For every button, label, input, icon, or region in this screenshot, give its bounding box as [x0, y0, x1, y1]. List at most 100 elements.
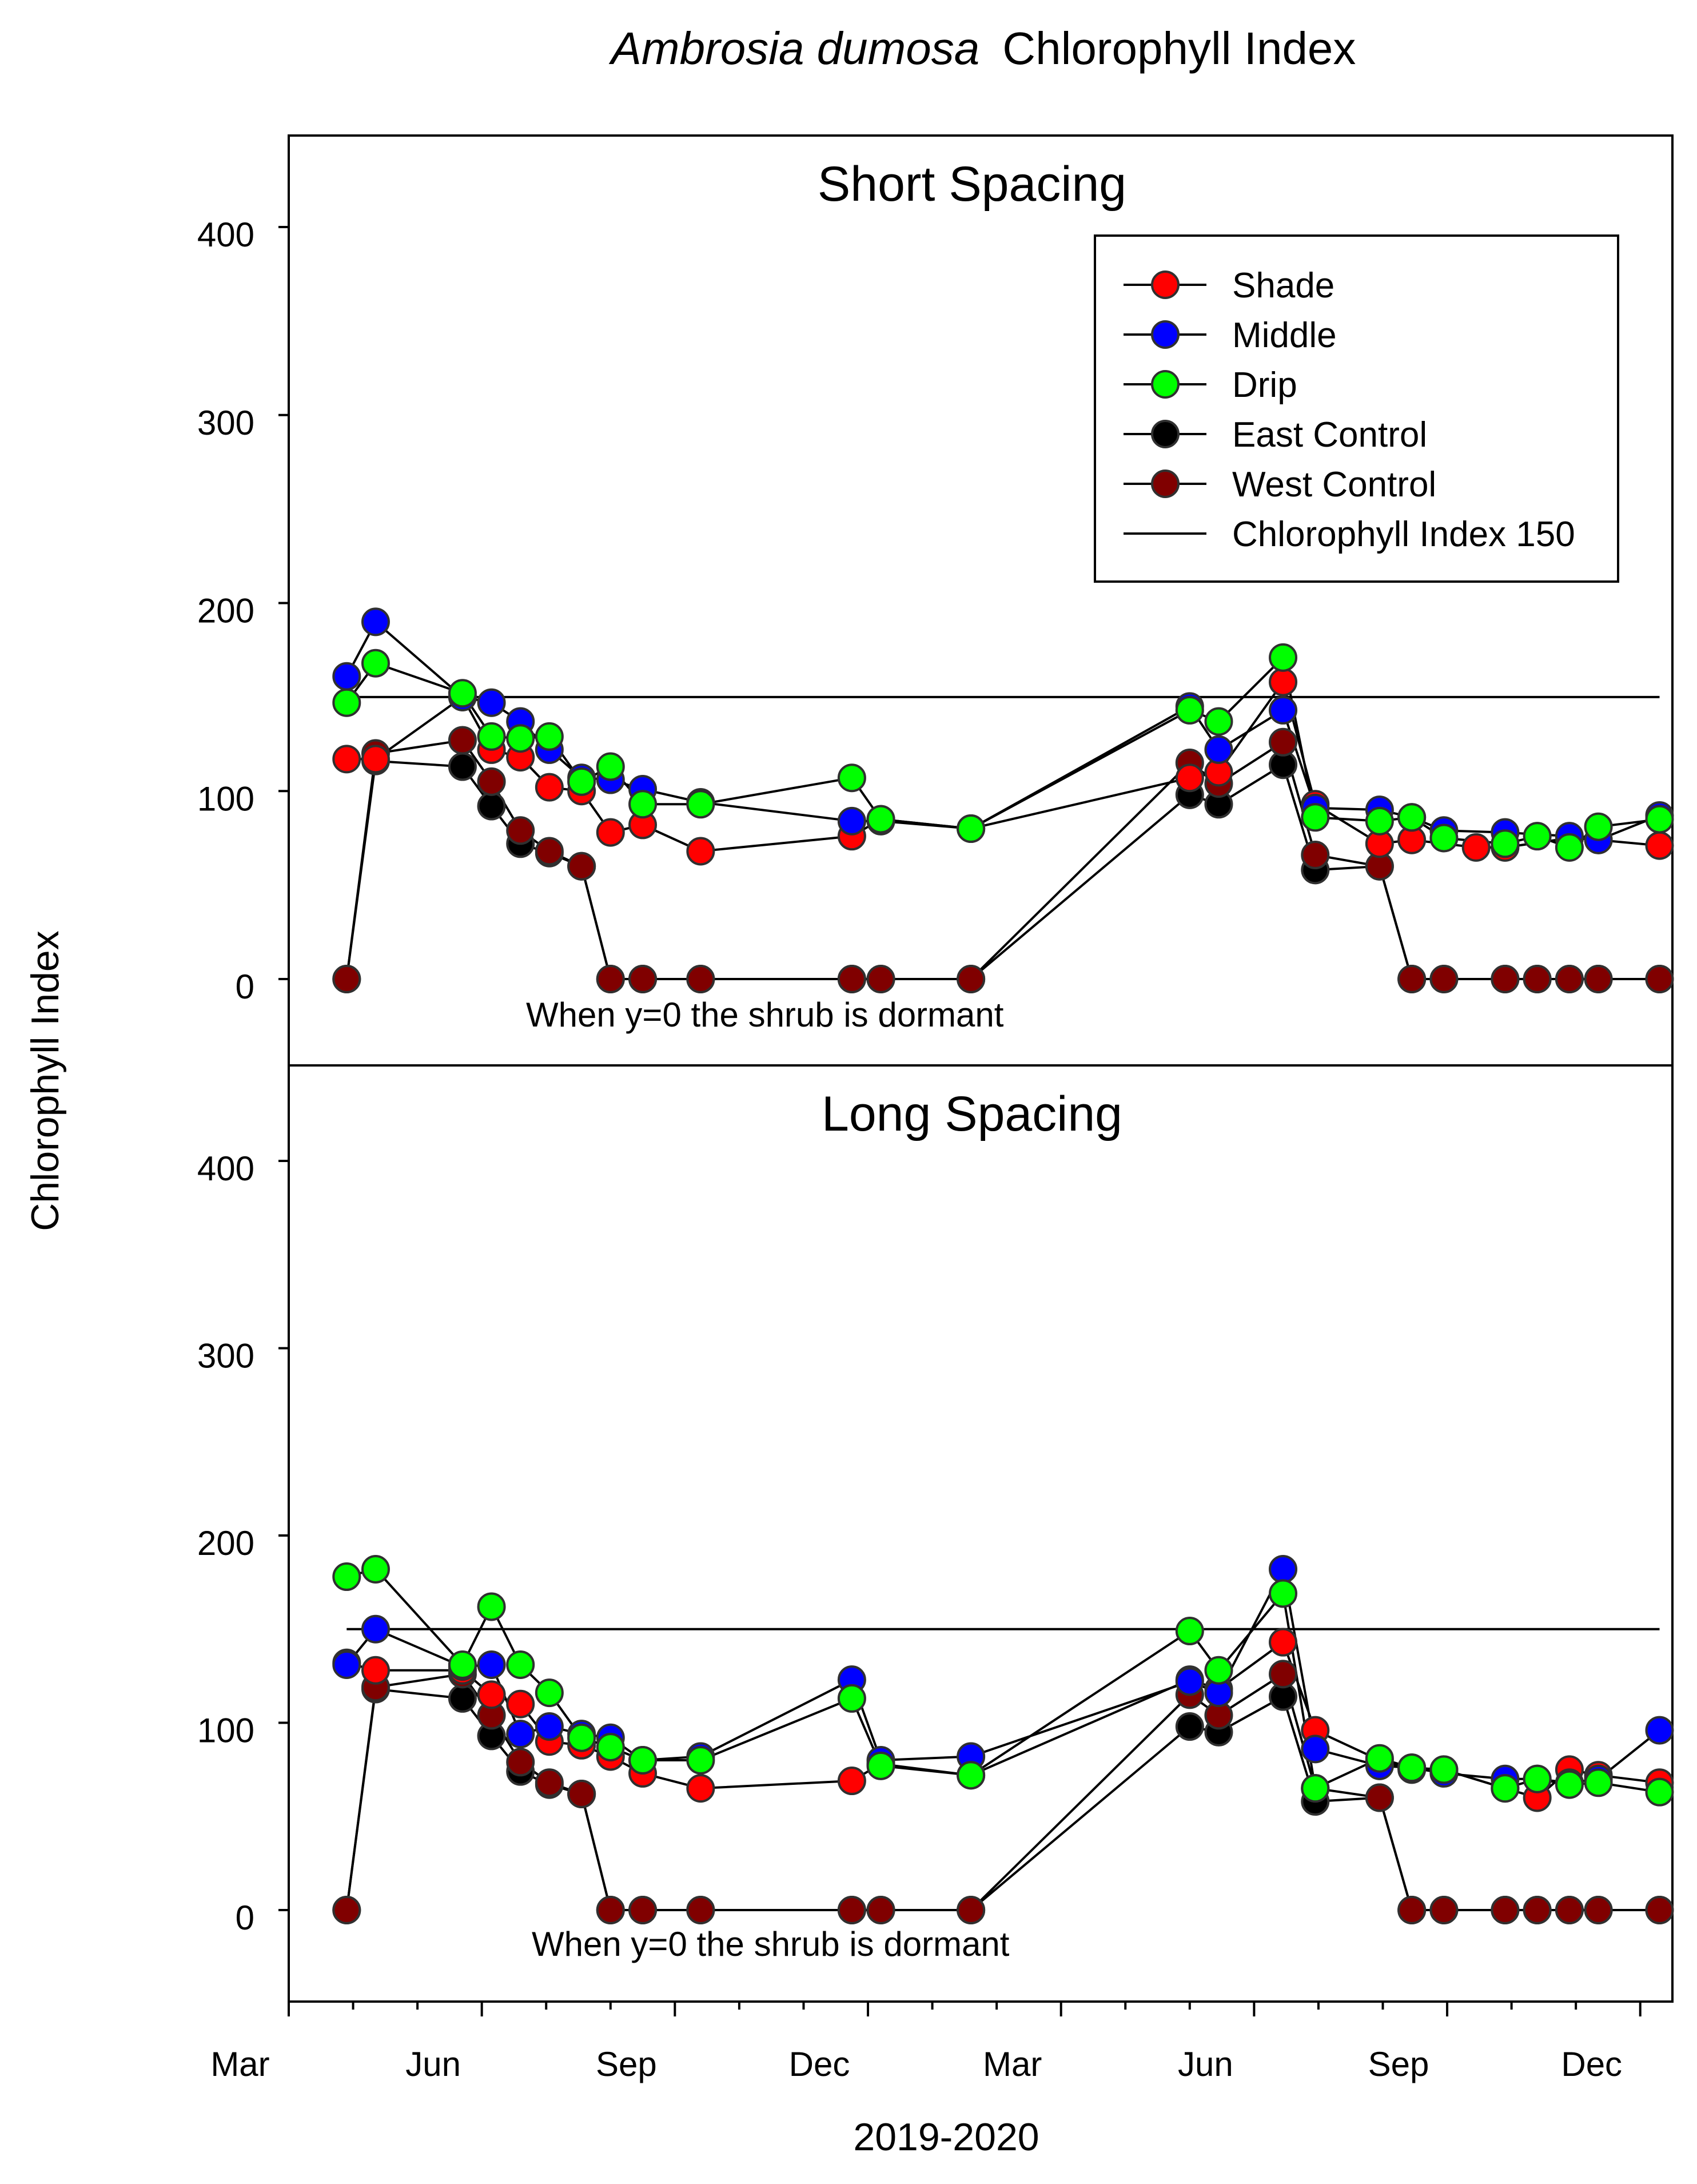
point-west-control [1584, 965, 1613, 993]
point-drip [957, 814, 986, 843]
point-shade [361, 1656, 390, 1685]
point-west-control [332, 965, 361, 993]
series-lines [345, 620, 1660, 980]
point-west-control [567, 1779, 596, 1808]
point-shade [361, 745, 390, 774]
point-drip [1523, 822, 1552, 851]
point-drip [1584, 812, 1613, 841]
point-drip [477, 722, 506, 751]
series-line-shade [346, 679, 1660, 853]
point-middle [332, 1650, 361, 1679]
x-tick-label: Jun [1178, 2045, 1233, 2083]
legend-label: Chlorophyll Index 150 [1232, 515, 1575, 554]
point-drip [332, 688, 361, 717]
y-tick-label: 100 [197, 779, 254, 818]
legend-item-chlorophyll-index-150: Chlorophyll Index 150 [1124, 515, 1575, 554]
y-tick-label: 300 [197, 404, 254, 442]
point-west-control [596, 965, 625, 993]
x-tick-label: Mar [983, 2045, 1042, 2083]
x-tick-label: Sep [596, 2045, 657, 2083]
point-drip [837, 763, 866, 793]
point-drip [628, 1746, 658, 1775]
x-axis-label: 2019-2020 [853, 2115, 1039, 2159]
legend-label: Shade [1232, 266, 1335, 305]
point-west-control [1491, 1896, 1520, 1924]
x-tick-label: Dec [1561, 2045, 1622, 2083]
point-shade [1269, 667, 1298, 697]
point-drip [448, 1650, 477, 1679]
point-middle [1269, 695, 1298, 725]
point-shade [477, 1680, 506, 1709]
panel-short-spacing: Short Spacing 0 100 200 300 400 When y=0 the s… [197, 134, 1674, 1067]
point-drip [1175, 1617, 1204, 1646]
legend-item-east-control: East Control [1124, 415, 1427, 455]
point-shade [506, 1689, 535, 1718]
point-east-control [1175, 1712, 1204, 1741]
point-drip [1397, 1753, 1427, 1783]
point-west-control [686, 1896, 715, 1924]
y-axis: 0 100 200 300 400 [197, 1149, 289, 1937]
point-west-control [477, 767, 506, 796]
point-middle [361, 607, 390, 636]
point-west-control [1269, 1660, 1298, 1689]
point-west-control [1555, 1896, 1584, 1924]
point-drip [1269, 643, 1298, 672]
point-drip [1204, 1656, 1233, 1685]
chart-title: Ambrosia dumosa Chlorophyll Index [609, 23, 1356, 74]
point-drip [866, 1751, 895, 1780]
point-drip [957, 1761, 986, 1790]
point-west-control [1645, 965, 1674, 993]
point-east-control [448, 752, 477, 781]
point-west-control [628, 1896, 658, 1924]
point-west-control [837, 965, 866, 993]
point-west-control [1397, 1896, 1427, 1924]
point-shade [686, 1774, 715, 1803]
point-drip [1491, 829, 1520, 858]
point-middle [332, 662, 361, 691]
y-tick-label: 200 [197, 1524, 254, 1562]
point-drip [506, 724, 535, 753]
point-middle [1301, 1735, 1330, 1764]
x-tick-label: Sep [1368, 2045, 1429, 2083]
point-drip [628, 790, 658, 819]
point-drip [1365, 1744, 1394, 1773]
point-west-control [1523, 1896, 1552, 1924]
point-drip [1301, 1774, 1330, 1803]
point-drip [1645, 1777, 1674, 1807]
point-west-control [866, 1896, 895, 1924]
point-shade [332, 745, 361, 774]
point-drip [686, 790, 715, 819]
point-drip [332, 1562, 361, 1592]
legend-item-shade: Shade [1124, 266, 1335, 305]
legend-marker [1151, 470, 1180, 498]
legend-label: Middle [1232, 316, 1337, 355]
dormant-note: When y=0 the shrub is dormant [526, 996, 1004, 1034]
point-middle [1645, 1716, 1674, 1745]
point-west-control [1523, 965, 1552, 993]
point-west-control [535, 837, 564, 866]
y-tick-label: 400 [197, 216, 254, 254]
point-shade [686, 837, 715, 866]
legend-marker [1151, 370, 1180, 399]
point-drip [686, 1746, 715, 1775]
point-drip [1523, 1764, 1552, 1793]
x-tick-label: Mar [210, 2045, 269, 2083]
legend-marker [1151, 320, 1180, 349]
point-shade [1269, 1628, 1298, 1657]
point-shade [596, 818, 625, 847]
point-drip [1365, 806, 1394, 836]
point-west-control [686, 965, 715, 993]
legend-label: West Control [1232, 465, 1436, 504]
dormant-note: When y=0 the shrub is dormant [532, 1925, 1010, 1963]
x-tick-label: Jun [405, 2045, 461, 2083]
point-shade [1175, 763, 1204, 793]
legend-label: East Control [1232, 415, 1427, 455]
series-markers [332, 1554, 1674, 1924]
point-drip [1491, 1774, 1520, 1803]
point-middle [477, 688, 506, 717]
point-west-control [1365, 1783, 1394, 1812]
point-west-control [1429, 1896, 1459, 1924]
panel-title: Long Spacing [822, 1087, 1122, 1141]
legend-item-drip: Drip [1124, 365, 1297, 405]
